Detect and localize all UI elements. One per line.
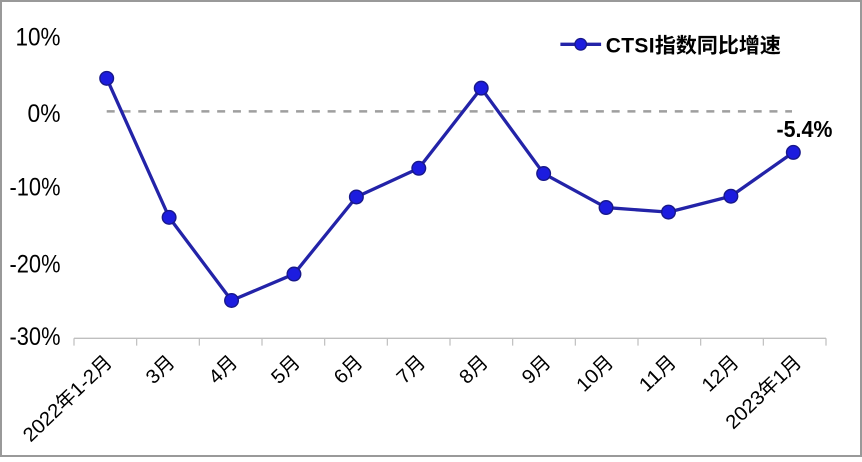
svg-text:-20%: -20% (10, 251, 61, 279)
svg-text:10%: 10% (16, 24, 61, 52)
svg-text:-30%: -30% (10, 323, 61, 351)
svg-text:CTSI: CTSI (606, 35, 655, 58)
svg-text:0%: 0% (28, 100, 61, 128)
svg-text:-5.4%: -5.4% (777, 116, 833, 142)
svg-text:-10%: -10% (10, 174, 61, 202)
